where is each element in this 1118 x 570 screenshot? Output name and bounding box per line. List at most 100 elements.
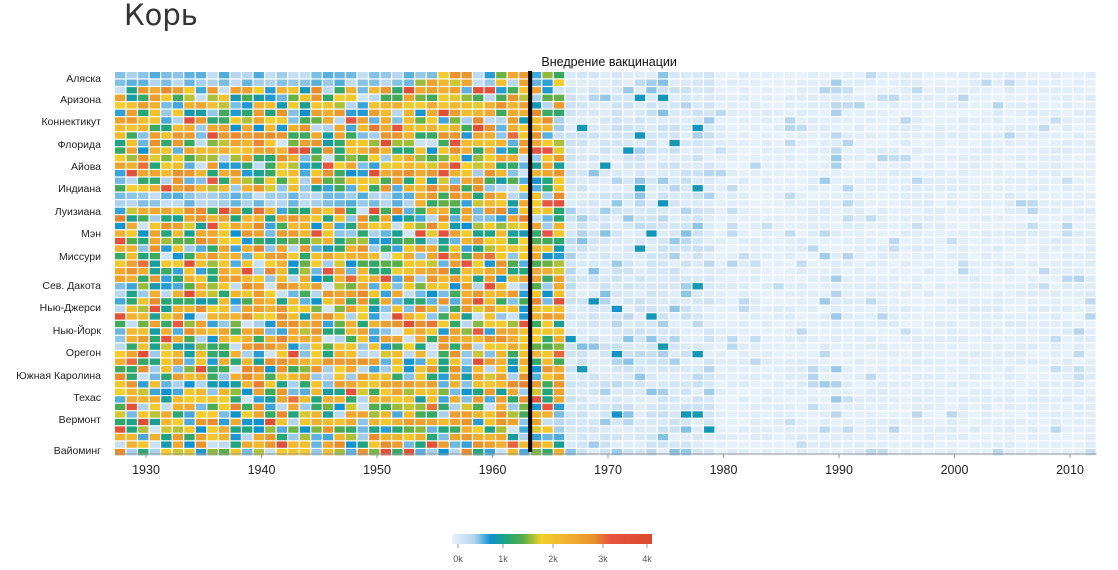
heatmap-cell [346, 94, 357, 101]
heatmap-cell [311, 132, 322, 139]
heatmap-cell [727, 396, 738, 403]
heatmap-cell [727, 154, 738, 162]
heatmap-cell [923, 260, 934, 267]
heatmap-cell [1004, 117, 1015, 124]
heatmap-cell [346, 350, 357, 358]
heatmap-cell [542, 79, 553, 86]
heatmap-cell [519, 396, 530, 403]
heatmap-cell [773, 358, 784, 365]
heatmap-cell [888, 350, 900, 358]
heatmap-cell [1062, 441, 1073, 448]
heatmap-cell [530, 411, 542, 418]
heatmap-cell [392, 418, 403, 426]
heatmap-cell [334, 185, 345, 192]
x-tick-label: 1950 [363, 463, 391, 477]
heatmap-cell [357, 328, 368, 335]
heatmap-cell [680, 335, 692, 343]
heatmap-cell [126, 320, 137, 328]
heatmap-cell [334, 109, 345, 117]
heatmap-cell [334, 358, 345, 365]
heatmap-cell [1073, 170, 1084, 177]
heatmap-cell [149, 388, 160, 396]
heatmap-cell [831, 237, 842, 245]
heatmap-cell [600, 109, 611, 117]
heatmap-cell [1085, 132, 1096, 139]
heatmap-cell [819, 313, 830, 320]
heatmap-cell [449, 433, 461, 441]
heatmap-cell [819, 268, 830, 275]
heatmap-cell [588, 177, 599, 184]
heatmap-cell [704, 117, 715, 124]
heatmap-cell [588, 388, 599, 396]
heatmap-cell [623, 298, 634, 305]
heatmap-cell [126, 162, 137, 169]
heatmap-cell [865, 350, 877, 358]
heatmap-cell [357, 230, 368, 237]
heatmap-cell [1039, 335, 1050, 343]
heatmap-cell [831, 313, 842, 320]
heatmap-cell [299, 192, 311, 199]
heatmap-cell [1050, 72, 1061, 79]
heatmap-cell [680, 72, 692, 79]
heatmap-cell [322, 177, 334, 184]
heatmap-cell [657, 275, 669, 282]
heatmap-cell [380, 192, 391, 199]
heatmap-cell [253, 358, 264, 365]
heatmap-cell [449, 79, 461, 86]
heatmap-cell [1085, 350, 1096, 358]
heatmap-cell [1073, 200, 1084, 207]
heatmap-cell [542, 230, 553, 237]
heatmap-cell [623, 200, 634, 207]
heatmap-cell [207, 388, 218, 396]
heatmap-cell [657, 305, 669, 313]
heatmap-cell [588, 154, 599, 162]
heatmap-cell [981, 441, 992, 448]
heatmap-cell [149, 79, 160, 86]
heatmap-cell [715, 298, 726, 305]
heatmap-cell [634, 449, 646, 456]
heatmap-cell [1027, 396, 1038, 403]
heatmap-cell [935, 298, 946, 305]
heatmap-cell [346, 154, 357, 162]
heatmap-cell [1015, 245, 1027, 252]
heatmap-cell [981, 283, 992, 290]
heatmap-cell [565, 154, 576, 162]
heatmap-cell [854, 358, 865, 365]
heatmap-cell [680, 185, 692, 192]
heatmap-cell [958, 222, 969, 230]
heatmap-cell [565, 117, 576, 124]
heatmap-cell [819, 102, 830, 109]
heatmap-cell [230, 222, 241, 230]
vaccine-introduction-label: Внедрение вакцинации [541, 55, 676, 69]
heatmap-cell [449, 403, 461, 411]
heatmap-cell [992, 381, 1004, 388]
heatmap-cell [172, 87, 184, 94]
heatmap-cell [900, 260, 911, 267]
heatmap-cell [403, 343, 415, 350]
heatmap-cell [888, 87, 900, 94]
heatmap-cell [588, 192, 599, 199]
heatmap-cell [230, 147, 241, 154]
heatmap-cell [461, 366, 472, 373]
heatmap-cell [426, 147, 438, 154]
heatmap-cell [761, 426, 773, 433]
heatmap-cell [299, 418, 311, 426]
heatmap-cell [888, 207, 900, 215]
heatmap-cell [380, 388, 391, 396]
heatmap-cell [172, 396, 184, 403]
heatmap-cell [1027, 79, 1038, 86]
heatmap-cell [1015, 388, 1027, 396]
heatmap-cell [507, 366, 519, 373]
heatmap-cell [461, 426, 472, 433]
heatmap-cell [242, 215, 253, 222]
heatmap-cell [842, 94, 853, 101]
heatmap-cell [218, 192, 230, 199]
heatmap-cell [911, 335, 923, 343]
heatmap-cell [692, 328, 703, 335]
heatmap-cell [484, 177, 495, 184]
heatmap-cell [288, 290, 299, 297]
heatmap-cell [946, 207, 957, 215]
heatmap-cell [542, 350, 553, 358]
heatmap-cell [195, 252, 207, 260]
heatmap-cell [346, 403, 357, 411]
